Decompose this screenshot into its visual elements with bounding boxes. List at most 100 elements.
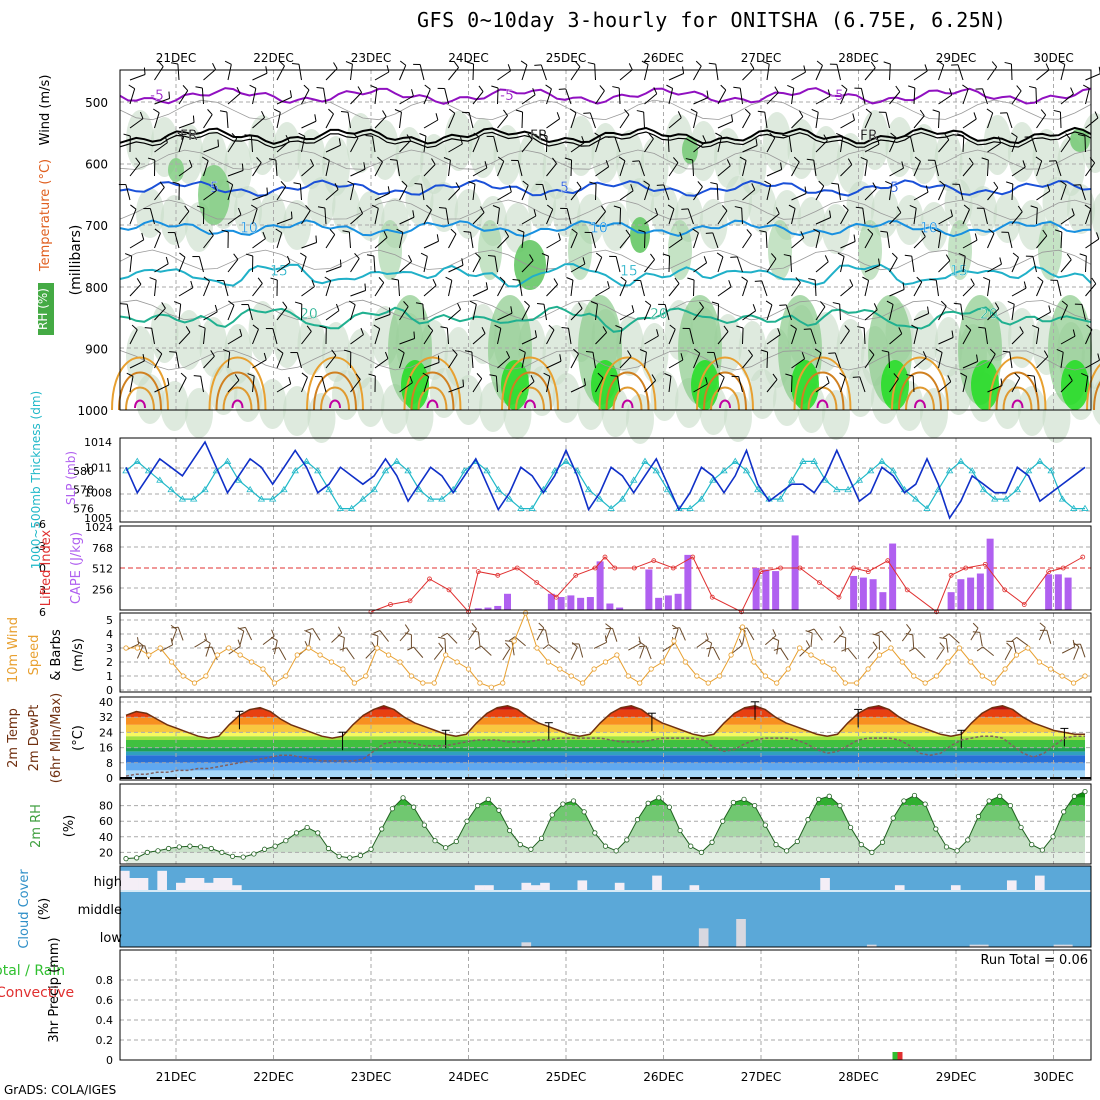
rh-point: [890, 815, 896, 821]
temp-band: [126, 709, 1085, 718]
rh-point: [315, 830, 321, 836]
wind-barb: [631, 305, 635, 313]
rh-shading-cell: [640, 323, 669, 383]
wind-barb: [693, 112, 698, 129]
wind-barb: [129, 256, 133, 273]
wind-barb: [601, 205, 606, 212]
wind10-barb: [204, 646, 212, 649]
wind-barb: [889, 184, 893, 201]
wind10-barb: [1073, 646, 1080, 660]
wind-barb: [876, 137, 880, 145]
lifted-index-point: [778, 565, 783, 571]
wind10-barb: [765, 635, 777, 646]
thickness-point: [178, 495, 187, 502]
isotherm-loop: [612, 386, 643, 411]
wind10-point: [831, 666, 837, 672]
wind10-barb: [312, 628, 321, 641]
wind-barb: [522, 180, 529, 186]
wind10-barb: [433, 648, 444, 660]
wind-barb: [1045, 63, 1050, 71]
wind-barb: [167, 378, 170, 386]
wind10-point: [842, 680, 848, 686]
wind-barb: [383, 230, 388, 238]
wind-barb: [755, 138, 758, 146]
wind10-point: [705, 680, 711, 686]
wind-barb: [717, 136, 723, 153]
thickness-point: [347, 504, 356, 511]
wind-barb: [1011, 183, 1014, 201]
wind-barb: [125, 184, 131, 201]
wind10-point: [1013, 652, 1020, 658]
wind10-point: [1002, 666, 1008, 672]
rh-point: [922, 801, 928, 807]
wind-barb: [1011, 304, 1015, 321]
wind-barb: [350, 334, 364, 345]
wind-barb: [749, 62, 755, 69]
thickness-point: [314, 467, 322, 474]
rh-shading-cell: [791, 360, 819, 410]
isotherm-loop-hot: [231, 399, 244, 409]
wind10-barb: [707, 642, 713, 657]
cape-tick: 256: [92, 583, 113, 596]
thickness-point: [393, 457, 401, 464]
rh-point: [357, 852, 364, 859]
thickness-point: [810, 457, 818, 464]
rh-point: [645, 800, 651, 806]
wind-barb: [423, 240, 439, 249]
wind-barb: [680, 353, 684, 361]
wind10-barb: [705, 632, 709, 640]
wind-barb: [245, 253, 253, 257]
wind-barb: [124, 253, 132, 257]
rh-shading-cell: [501, 360, 529, 410]
rh-shading-cell: [1061, 360, 1089, 410]
lifted-index-point: [690, 554, 696, 560]
wind10-barb: [502, 647, 511, 661]
wind-barb: [1081, 304, 1086, 321]
wind10-barb: [976, 646, 984, 652]
lifted-index-point: [631, 565, 637, 571]
thickness-point: [325, 485, 333, 493]
wind-barb: [154, 280, 157, 297]
wind-barb: [261, 110, 266, 118]
wind-barb: [643, 111, 645, 129]
wind-barb: [840, 164, 853, 177]
wind-barb: [726, 159, 731, 166]
wind10-point: [602, 659, 609, 665]
wind-barb: [188, 159, 193, 167]
wind10-barb: [908, 647, 916, 652]
wind-barb: [348, 300, 356, 306]
wind-barb: [546, 360, 562, 369]
wind-barb: [370, 85, 378, 89]
isotherm-label: 20: [980, 307, 998, 323]
wind-barb: [790, 255, 792, 273]
date-label-top: 23DEC: [351, 51, 391, 65]
wind-barb: [244, 134, 252, 137]
rh-point: [251, 851, 257, 857]
cape-bar: [596, 561, 604, 610]
wind-barb: [154, 384, 170, 393]
wind-barb: [585, 350, 594, 353]
wind-barb: [602, 326, 608, 333]
wind-barb: [460, 137, 463, 145]
wind-barb: [1011, 377, 1021, 393]
wind10-barb: [305, 628, 313, 632]
wind-barb: [335, 303, 340, 311]
wind10-barb: [939, 642, 945, 649]
wind-barb: [827, 89, 831, 97]
wind10-point: [762, 673, 768, 679]
rh-contour: [119, 149, 1092, 170]
wind-barb: [864, 160, 868, 177]
wind-barb: [423, 362, 440, 369]
wind-barb: [129, 360, 145, 369]
wind-barb: [982, 88, 988, 105]
wind-barb: [842, 204, 849, 211]
wind-barb: [325, 160, 330, 177]
wind-barb: [951, 330, 954, 338]
wind-barb: [651, 374, 657, 381]
wind10-barb: [945, 638, 949, 653]
wind10-barb: [605, 623, 612, 629]
wind-barb: [815, 261, 829, 273]
wind-barb: [1004, 61, 1012, 65]
wind-barb: [595, 377, 604, 393]
